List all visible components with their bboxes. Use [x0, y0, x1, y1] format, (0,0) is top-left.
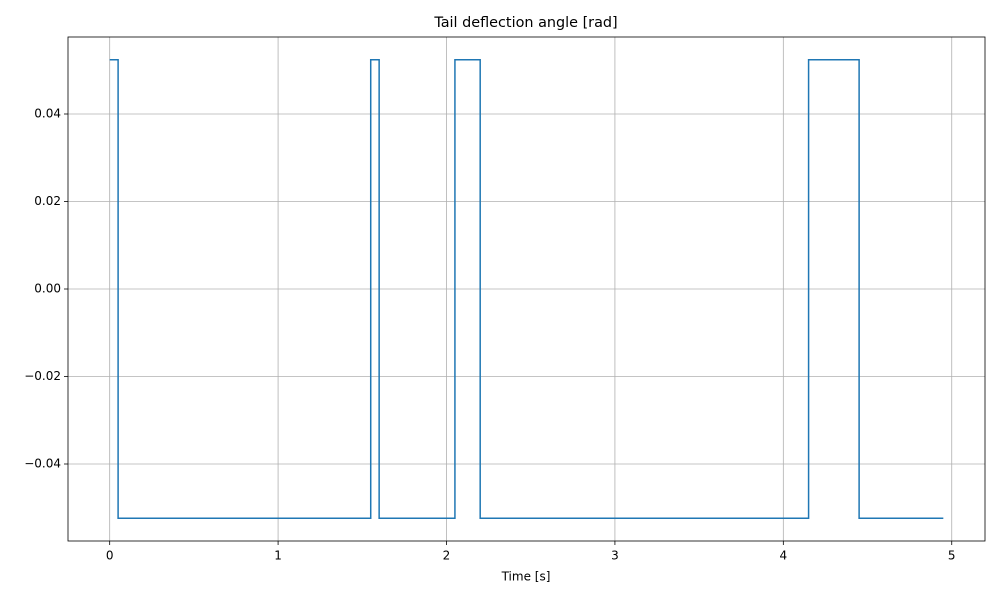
x-tick-label: 3 [611, 549, 619, 563]
y-tick-label: −0.02 [24, 369, 61, 383]
chart-title: Tail deflection angle [rad] [433, 15, 617, 31]
x-tick-label: 2 [443, 549, 451, 563]
line [109, 59, 944, 519]
y-tick-label: 0.02 [34, 194, 61, 208]
y-tick-label: −0.04 [24, 457, 61, 471]
x-tick-label: 0 [106, 549, 114, 563]
y-tick-label: 0.00 [34, 282, 61, 296]
x-tick-label: 5 [948, 549, 956, 563]
plot-frame [67, 36, 986, 542]
x-axis-label: Time [s] [501, 570, 551, 584]
x-tick-label: 4 [780, 549, 788, 563]
x-tick-label: 1 [274, 549, 282, 563]
y-tick-label: 0.04 [34, 107, 61, 121]
